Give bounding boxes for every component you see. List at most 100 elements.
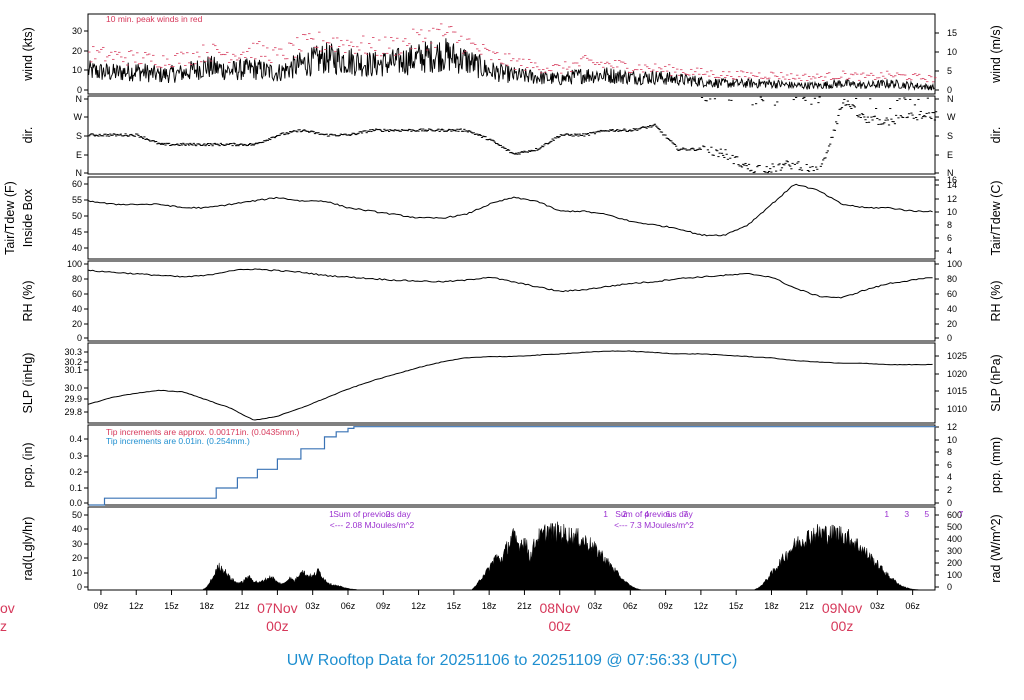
right-tick-label: 14 <box>947 180 957 190</box>
right-tick-label: 6 <box>947 233 952 243</box>
x-date-hour-label: 00z <box>548 618 571 634</box>
right-tick-label: S <box>947 131 953 141</box>
right-tick-label: 1020 <box>947 369 967 379</box>
right-tick-label: 1015 <box>947 386 967 396</box>
right-tick-label: W <box>947 112 956 122</box>
right-tick-label: 4 <box>947 472 952 482</box>
x-tick-label: 12z <box>129 601 144 611</box>
right-tick-label: 60 <box>947 289 957 299</box>
right-tick-label: 1025 <box>947 351 967 361</box>
left-tick-label: 10 <box>72 65 82 75</box>
rad-sum2-value: <--- 7.3 MJoules/m^2 <box>614 520 694 530</box>
rad-marker: 7 <box>683 509 688 519</box>
sea-level-pressure-line <box>87 350 933 421</box>
y-axis-label-right: RH (%) <box>989 281 1003 322</box>
y-axis-label-right: wind (m/s) <box>989 25 1003 84</box>
rad-marker: 3 <box>904 509 909 519</box>
left-tick-label: W <box>74 112 83 122</box>
left-tick-label: E <box>76 150 82 160</box>
right-tick-label: 100 <box>947 570 962 580</box>
y-axis-label-right: dir. <box>989 127 1003 144</box>
x-tick-label: 09z <box>94 601 109 611</box>
x-tick-label: 09z <box>658 601 673 611</box>
right-tick-label: N <box>947 168 954 178</box>
right-tick-label: 5 <box>947 66 952 76</box>
right-tick-label: 500 <box>947 522 962 532</box>
x-tick-label: 03z <box>870 601 885 611</box>
x-date-hour-label-clipped: z <box>0 618 7 634</box>
left-tick-label: 50 <box>72 211 82 221</box>
x-tick-label: 06z <box>341 601 356 611</box>
panel-frame <box>87 342 936 424</box>
left-tick-label: 10 <box>72 568 82 578</box>
panel-pcp: 0.0 0.1 0.2 0.3 0.4 0 2 4 6 8 10 12 pcp. (in) pcp. (m… <box>21 422 1003 508</box>
right-tick-label: 10 <box>947 47 957 57</box>
left-tick-label: 40 <box>72 524 82 534</box>
x-tick-label: 12z <box>411 601 426 611</box>
left-tick-label: 0.3 <box>69 451 82 461</box>
x-tick-label: 18z <box>482 601 497 611</box>
x-tick-label: 12z <box>694 601 709 611</box>
solar-radiation-area <box>201 562 360 591</box>
relative-humidity-line <box>87 268 933 299</box>
solar-radiation-area <box>470 521 643 591</box>
y-axis-label-left: RH (%) <box>21 281 35 322</box>
right-tick-label: 100 <box>947 259 962 269</box>
right-tick-label: 4 <box>947 246 952 256</box>
x-tick-label: 09z <box>376 601 391 611</box>
rad-marker: 1 <box>329 509 334 519</box>
panel-note: 10 min. peak winds in red <box>106 14 203 24</box>
panel-frame <box>87 260 936 342</box>
right-tick-label: 600 <box>947 510 962 520</box>
rad-marker: 6 <box>666 509 671 519</box>
left-tick-label: 60 <box>72 289 82 299</box>
left-tick-label: 20 <box>72 46 82 56</box>
left-tick-label: 30.3 <box>64 347 82 357</box>
left-tick-label: 20 <box>72 319 82 329</box>
panel-frame <box>87 95 936 175</box>
panel-wind: 0 10 20 30 0 5 10 15 wind (kts) wind (m/s) 10 min.… <box>21 13 1003 95</box>
right-tick-label: N <box>947 94 954 104</box>
left-tick-label: 0 <box>77 582 82 592</box>
left-tick-label: N <box>76 94 83 104</box>
left-tick-label: 100 <box>67 259 82 269</box>
x-date-label: 08Nov <box>539 600 579 616</box>
x-tick-label: 03z <box>305 601 320 611</box>
y-axis-label-left-2: Inside Box <box>21 188 35 247</box>
right-tick-label: 2 <box>947 485 952 495</box>
right-tick-label: 80 <box>947 274 957 284</box>
right-tick-label: 10 <box>947 435 957 445</box>
x-tick-label: 06z <box>623 601 638 611</box>
right-tick-label: 20 <box>947 319 957 329</box>
x-date-hour-label: 00z <box>266 618 289 634</box>
x-tick-label: 15z <box>164 601 179 611</box>
x-tick-label: 21z <box>517 601 532 611</box>
left-tick-label: 30.0 <box>64 383 82 393</box>
left-tick-label: 45 <box>72 227 82 237</box>
left-tick-label: 80 <box>72 274 82 284</box>
left-tick-label: 60 <box>72 179 82 189</box>
rad-marker: 1 <box>603 509 608 519</box>
right-tick-label: 0 <box>947 498 952 508</box>
rad-marker: 5 <box>924 509 929 519</box>
left-tick-label: 30 <box>72 539 82 549</box>
left-tick-label: 30.2 <box>64 357 82 367</box>
panel-frame <box>87 176 936 260</box>
solar-radiation-area <box>753 524 925 591</box>
right-tick-label: 15 <box>947 28 957 38</box>
right-tick-label: 300 <box>947 546 962 556</box>
x-date-label-clipped: ov <box>0 600 15 616</box>
x-date-label: 07Nov <box>257 600 297 616</box>
right-tick-label: 8 <box>947 447 952 457</box>
rad-sum2-title: Sum of previous day <box>615 509 693 519</box>
right-tick-label: 12 <box>947 422 957 432</box>
right-tick-label: 0 <box>947 582 952 592</box>
panel-slp: 29.8 29.930.0 30.130.230.3 1010 1015 1020 1025… <box>21 342 1003 424</box>
right-tick-label: 0 <box>947 333 952 343</box>
right-tick-label: 6 <box>947 460 952 470</box>
wind-speed-line <box>87 38 935 91</box>
left-tick-label: N <box>76 168 83 178</box>
right-tick-label: 1010 <box>947 404 967 414</box>
x-tick-label: 03z <box>588 601 603 611</box>
